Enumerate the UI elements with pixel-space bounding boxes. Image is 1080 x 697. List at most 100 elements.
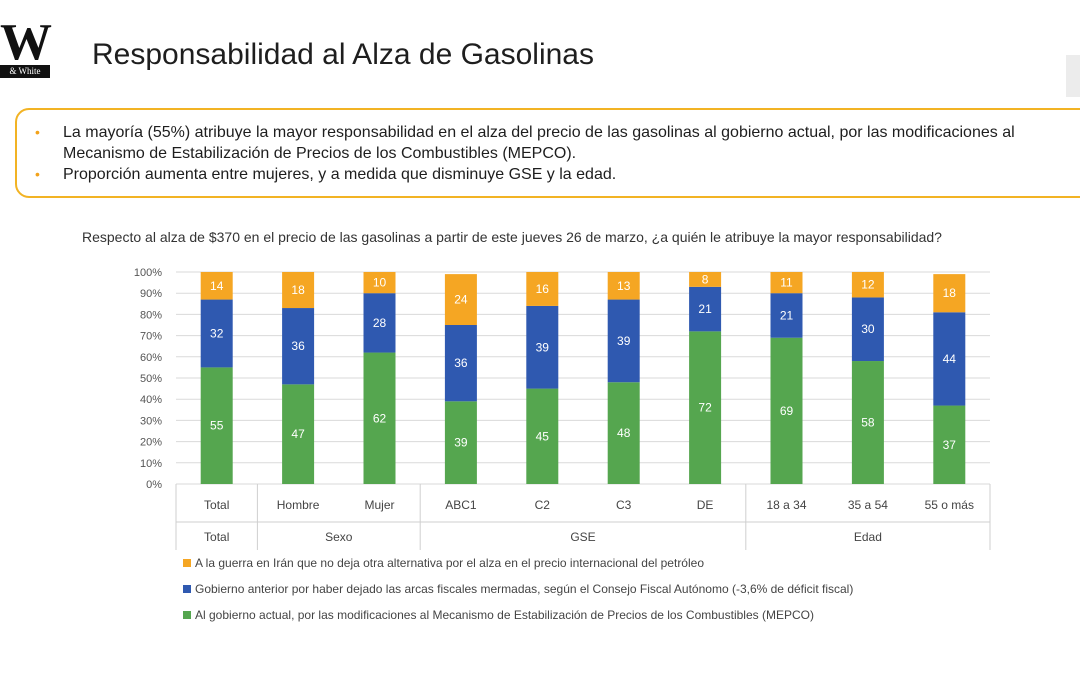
bar-segment [282,272,315,309]
data-label: 45 [536,429,550,443]
data-label: 28 [373,316,387,330]
data-label: 39 [617,334,631,348]
bar-segment [444,401,477,484]
legend-item: Al gobierno actual, por las modificacion… [183,608,853,634]
summary-text: La mayoría (55%) atribuye la mayor respo… [63,124,1015,162]
data-label: 47 [291,427,305,441]
legend-label: Al gobierno actual, por las modificacion… [195,608,814,622]
data-label: 18 [291,283,305,297]
bar-segment [363,352,396,484]
data-label: 44 [943,352,957,366]
bar-segment [933,274,966,313]
data-label: 18 [943,286,957,300]
legend-swatch [183,585,191,593]
category-label: ABC1 [445,498,477,512]
data-label: 32 [210,326,224,340]
stacked-bar-chart: 0% 10% 20% 30% 40% 50% 60% 70% 80% 90% 100% Total Ho… [134,267,991,550]
bar-segment [200,299,233,368]
bar-segment [770,293,803,338]
category-label: C3 [616,498,632,512]
y-tick-label: 20% [140,437,162,449]
bar-segment [526,272,559,306]
summary-text: Proporción aumenta entre mujeres, y a me… [63,166,617,183]
chart-legend: A la guerra en Irán que no deja otra alt… [183,556,853,634]
bullet-icon: • [35,166,40,182]
data-label: 48 [617,426,631,440]
bar-segment [363,293,396,353]
category-label: 55 o más [925,498,974,512]
bar-segment [200,367,233,484]
summary-bullet: • La mayoría (55%) atribuye la mayor resp… [35,122,1073,164]
bar-segment [851,297,884,362]
bar-segment [607,382,640,484]
category-label: DE [697,498,714,512]
group-label: GSE [570,530,595,544]
group-label: Total [204,530,229,544]
legend-item: Gobierno anterior por haber dejado las a… [183,582,853,608]
data-label: 21 [780,308,794,322]
data-label: 16 [536,282,550,296]
data-label: 62 [373,411,387,425]
data-label: 39 [454,436,468,450]
category-label: 35 a 54 [848,498,888,512]
data-label: 37 [943,438,957,452]
data-label: 8 [702,272,709,286]
y-tick-label: 60% [140,352,162,364]
bar-segment [933,312,966,406]
data-label: 30 [861,322,875,336]
bar-segment [607,272,640,300]
data-label: 72 [698,401,712,415]
brand-logo: W & White [0,17,52,80]
legend-item: A la guerra en Irán que no deja otra alt… [183,556,853,582]
bar-segment [770,337,803,484]
data-label: 12 [861,278,875,292]
bar-segment [770,272,803,294]
bar-segment [933,405,966,484]
summary-box: • La mayoría (55%) atribuye la mayor resp… [15,108,1080,198]
data-label: 58 [861,416,875,430]
logo-caption: & White [0,65,50,78]
bar-segment [444,325,477,402]
y-tick-label: 10% [140,458,162,470]
legend-swatch [183,559,191,567]
y-tick-label: 50% [140,373,162,385]
bar-segment [282,384,315,484]
bar-segment [200,272,233,300]
legend-label: Gobierno anterior por haber dejado las a… [195,582,854,596]
legend-label: A la guerra en Irán que no deja otra alt… [195,556,704,570]
y-tick-label: 100% [134,267,162,279]
bar-segment [689,331,722,484]
data-label: 69 [780,404,794,418]
data-label: 39 [536,340,550,354]
bullet-icon: • [35,124,40,140]
bar-segment [689,272,722,287]
data-label: 55 [210,419,224,433]
bar-segment [607,299,640,383]
bar-segment [689,286,722,332]
group-label: Edad [854,530,882,544]
category-label: 18 a 34 [766,498,806,512]
data-label: 11 [780,276,793,290]
data-label: 21 [698,302,712,316]
y-tick-label: 30% [140,415,162,427]
y-tick-label: 80% [140,309,162,321]
data-label: 14 [210,279,224,293]
bar-segment [526,388,559,484]
page-title: Responsabilidad al Alza de Gasolinas [92,38,594,71]
chart-title: Respecto al alza de $370 en el precio de… [82,229,942,245]
data-label: 13 [617,279,631,293]
summary-bullet: • Proporción aumenta entre mujeres, y a m… [35,164,1073,185]
bar-segment [851,272,884,298]
y-tick-label: 90% [140,288,162,300]
category-label: Total [204,498,229,512]
y-tick-label: 40% [140,394,162,406]
bar-segment [363,272,396,294]
bar-segment [851,361,884,484]
data-label: 24 [454,293,468,307]
category-label: C2 [535,498,551,512]
data-label: 36 [291,339,305,353]
data-label: 10 [373,276,387,290]
scrollbar[interactable] [1066,55,1080,97]
y-tick-label: 0% [146,479,162,491]
bar-segment [526,305,559,389]
